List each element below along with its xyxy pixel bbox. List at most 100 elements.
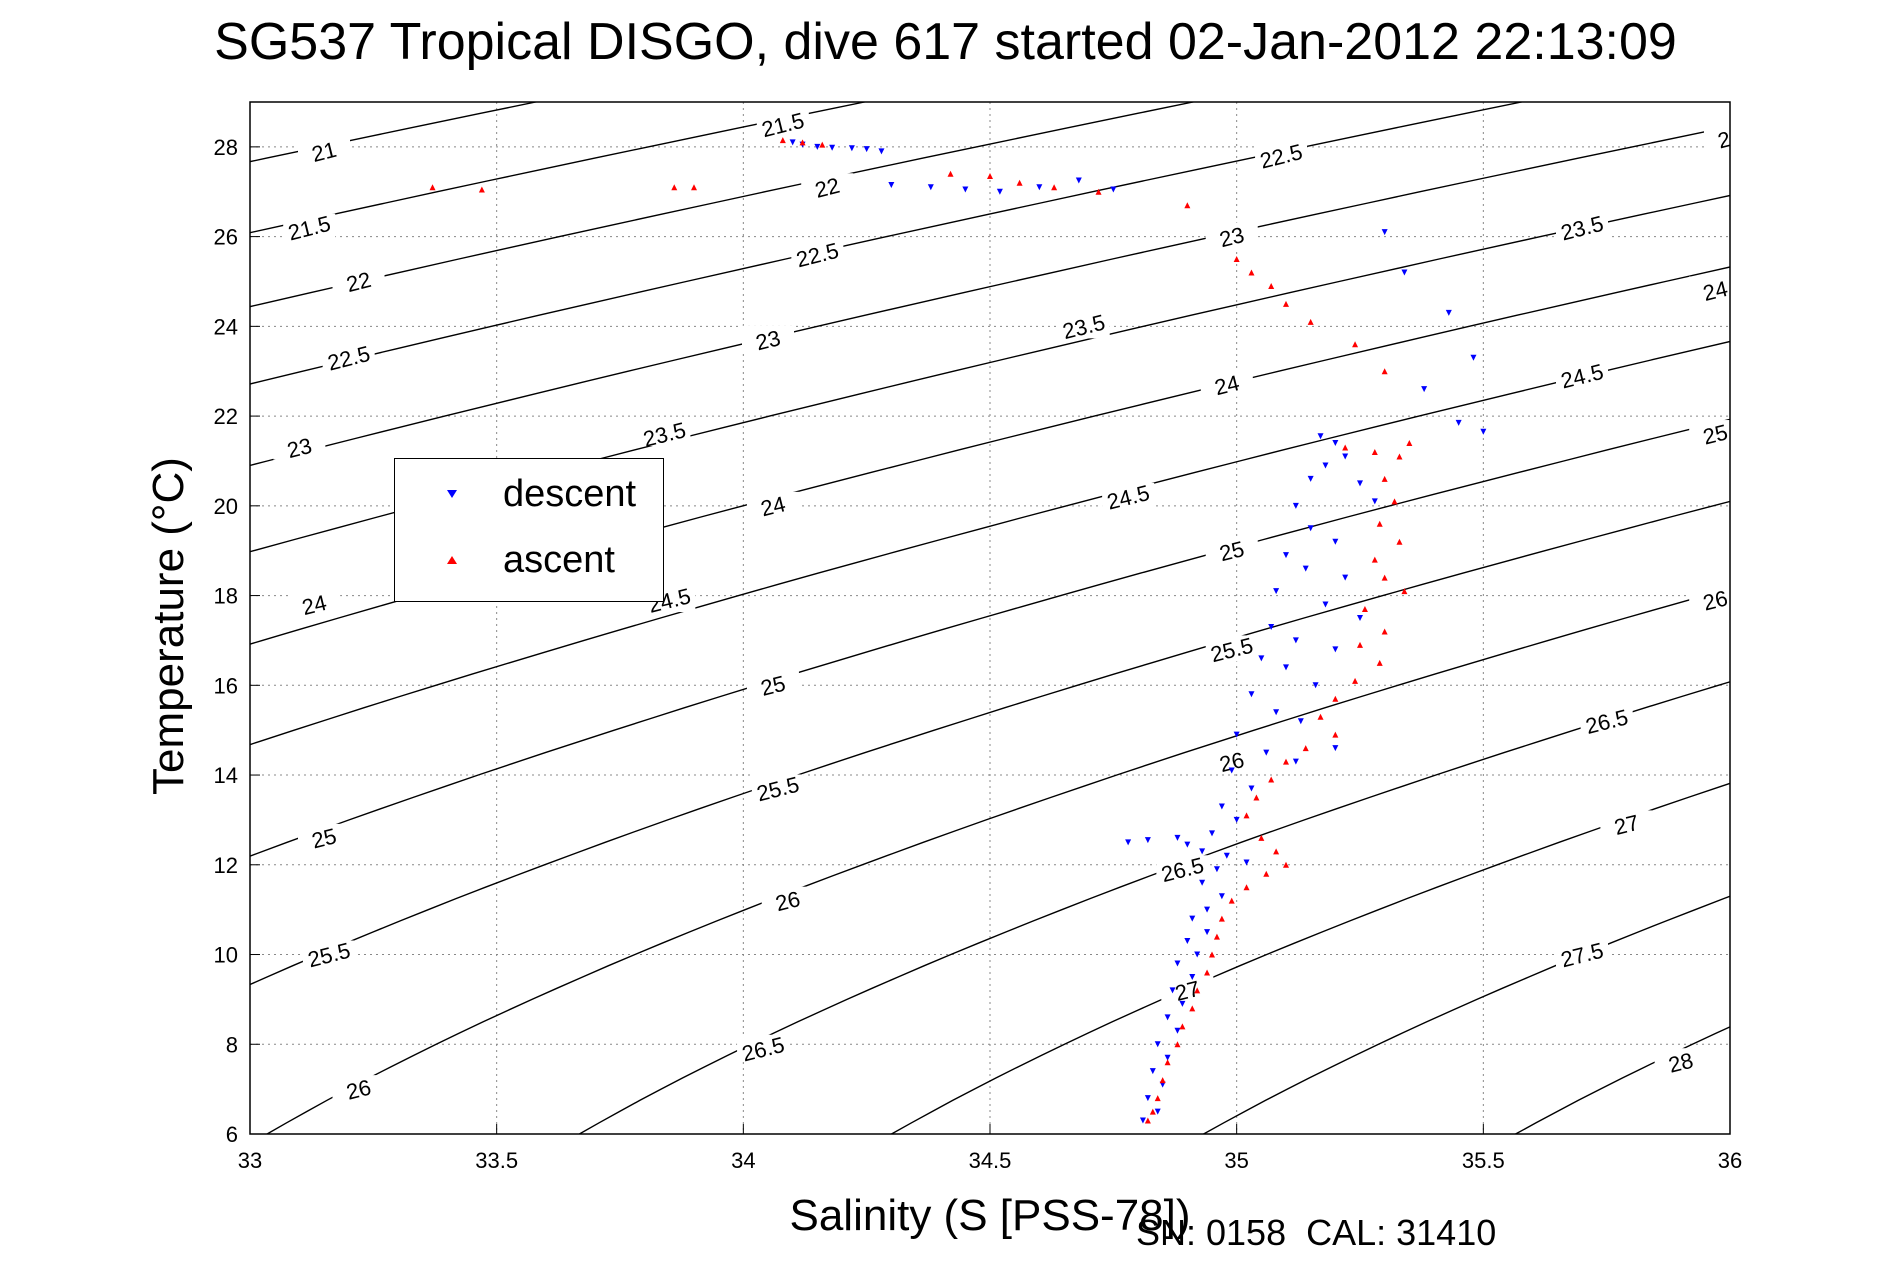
ascent-point [1371,448,1378,455]
contour-label-bg [751,774,804,801]
descent-point [1154,1108,1161,1115]
descent-point [1228,767,1235,774]
density-contour-line [250,418,1730,857]
ascent-point [1381,475,1388,482]
descent-point [962,186,969,193]
contour-label: 24 [299,590,329,620]
descent-point [1268,623,1275,630]
descent-point [1357,615,1363,621]
contour-label-bg [302,940,355,967]
contour-label: 24 [758,491,788,521]
y-tick-label: 6 [226,1122,238,1147]
contour-label-bg [791,240,844,267]
descent-point [1139,1117,1146,1124]
ascent-point [1095,188,1102,195]
descent-point [1312,682,1319,689]
ascent-point [1381,368,1388,375]
ascent-point [1243,812,1250,819]
descent-point [1233,731,1240,738]
contour-label: 21 [309,137,339,167]
y-tick-label: 18 [214,584,238,609]
descent-point [1455,419,1462,426]
contour-label-bg [1556,213,1608,240]
contour-label: 26 [773,886,803,916]
up-triangle-icon [447,556,457,564]
contour-label-bg [298,823,350,850]
descent-point [1110,186,1117,193]
descent-point [789,139,796,146]
descent-point [927,184,934,191]
ascent-point [1253,794,1260,801]
descent-point [1322,601,1329,608]
ascent-point [1189,1005,1196,1012]
legend-label-descent: descent [503,473,637,515]
descent-point [1292,637,1299,644]
contour-label-bg [746,671,799,698]
ascent-point [1159,1077,1166,1084]
ascent-point [1174,1041,1181,1048]
ascent-point [1233,256,1240,263]
descent-point [888,182,895,189]
descent-point [1317,433,1324,440]
ascent-point [1357,641,1363,648]
descent-point [1189,973,1196,980]
descent-point [1248,691,1255,698]
descent-point [1263,749,1270,756]
contour-label-bg [1161,976,1214,1003]
contour-label-bg [746,491,799,518]
contour-label: 23 [285,433,315,463]
down-triangle-icon [447,490,457,498]
contour-label-bg [332,267,385,294]
descent-point [878,148,885,155]
descent-point [1223,852,1230,859]
chart-title: SG537 Tropical DISGO, dive 617 started 0… [214,13,1677,71]
descent-point [1199,879,1206,886]
density-contour-line [250,102,540,163]
descent-point [996,188,1003,195]
ascent-point [799,139,806,146]
descent-point [1342,574,1349,581]
descent-point [1233,816,1240,823]
y-tick-label: 10 [214,943,238,968]
descent-point [1332,646,1339,653]
descent-point [1421,386,1428,393]
contour-label-bg [1156,855,1209,882]
density-contour-line [1514,1026,1730,1134]
descent-point [1371,498,1378,505]
descent-point [1189,915,1196,922]
descent-point [829,144,836,151]
descent-point [1307,525,1314,532]
contour-label-bg [1580,707,1633,734]
ascent-point [1332,695,1339,702]
contour-label-bg [742,325,794,352]
descent-point [1381,229,1388,236]
contour-label-bg [1600,810,1653,837]
density-contour-line [250,194,1730,553]
density-contour-line [250,125,1730,467]
contour-label: 24 [1212,370,1242,400]
descent-point [1184,841,1191,848]
contour-label: 23 [753,325,783,355]
density-contour-line [578,681,1730,1134]
contour-label: 26 [344,1075,374,1105]
descent-point [1174,960,1181,967]
descent-point [863,146,870,153]
x-tick-label: 35.5 [1462,1148,1505,1173]
contour-label-bg [1689,586,1730,613]
descent-point [1174,834,1181,841]
y-tick-label: 20 [214,494,238,519]
ascent-point [671,184,678,191]
descent-point [1480,428,1487,435]
ascent-point [1302,745,1309,752]
descent-point [1179,1000,1186,1007]
legend: descent ascent [394,458,664,602]
ascent-point [1248,269,1255,276]
y-axis-label: Temperature (°C) [144,457,193,795]
density-contour-line [250,340,1730,746]
x-tick-label: 33 [238,1148,262,1173]
descent-point [1184,938,1191,945]
ascent-point [819,141,826,148]
serial-calibration-note: SN: 0158 CAL: 31410 [1136,1212,1497,1253]
descent-point [1213,866,1220,873]
